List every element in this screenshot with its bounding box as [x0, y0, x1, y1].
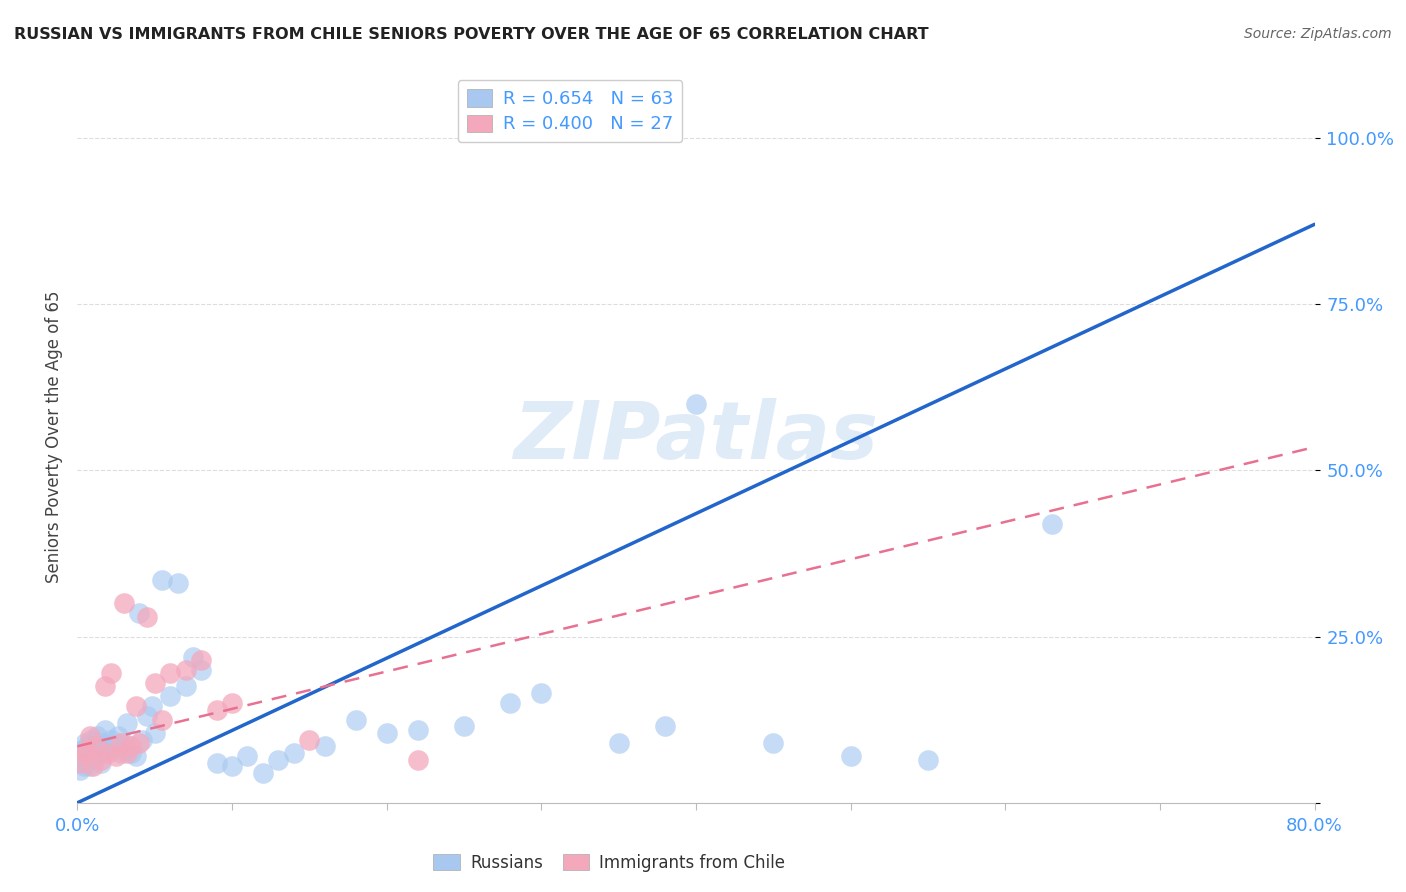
- Point: [499, 696, 522, 710]
- Point: [110, 746, 132, 760]
- Point: [91, 736, 114, 750]
- Point: [607, 736, 630, 750]
- Point: [70, 742, 93, 756]
- Point: [530, 686, 553, 700]
- Point: [125, 749, 148, 764]
- Point: [105, 749, 127, 764]
- Point: [406, 753, 429, 767]
- Point: [654, 719, 676, 733]
- Point: [283, 746, 305, 760]
- Point: [143, 726, 166, 740]
- Point: [87, 742, 110, 756]
- Point: [159, 666, 181, 681]
- Point: [298, 732, 321, 747]
- Point: [174, 663, 197, 677]
- Point: [112, 736, 135, 750]
- Text: Source: ZipAtlas.com: Source: ZipAtlas.com: [1244, 27, 1392, 41]
- Point: [82, 746, 104, 760]
- Point: [75, 756, 96, 770]
- Point: [112, 596, 135, 610]
- Point: [685, 397, 707, 411]
- Text: RUSSIAN VS IMMIGRANTS FROM CHILE SENIORS POVERTY OVER THE AGE OF 65 CORRELATION : RUSSIAN VS IMMIGRANTS FROM CHILE SENIORS…: [14, 27, 929, 42]
- Point: [90, 753, 111, 767]
- Point: [84, 739, 107, 754]
- Point: [69, 763, 91, 777]
- Point: [80, 732, 103, 747]
- Point: [72, 746, 94, 760]
- Point: [83, 739, 105, 754]
- Point: [221, 696, 243, 710]
- Text: ZIPatlas: ZIPatlas: [513, 398, 879, 476]
- Point: [143, 676, 166, 690]
- Point: [72, 759, 94, 773]
- Point: [107, 729, 129, 743]
- Point: [252, 765, 274, 780]
- Point: [267, 753, 290, 767]
- Point: [100, 732, 122, 747]
- Point: [406, 723, 429, 737]
- Point: [79, 729, 101, 743]
- Point: [174, 680, 197, 694]
- Y-axis label: Seniors Poverty Over the Age of 65: Seniors Poverty Over the Age of 65: [45, 291, 63, 583]
- Point: [128, 736, 150, 750]
- Point: [121, 746, 143, 760]
- Point: [375, 726, 398, 740]
- Point: [103, 739, 125, 754]
- Point: [159, 690, 181, 704]
- Point: [152, 713, 174, 727]
- Point: [136, 609, 159, 624]
- Point: [77, 742, 100, 756]
- Point: [167, 576, 190, 591]
- Point: [93, 746, 115, 760]
- Point: [205, 756, 228, 770]
- Point: [205, 703, 228, 717]
- Point: [115, 716, 138, 731]
- Point: [314, 739, 336, 754]
- Point: [115, 746, 138, 760]
- Point: [762, 736, 785, 750]
- Point: [94, 723, 117, 737]
- Point: [917, 753, 939, 767]
- Point: [839, 749, 862, 764]
- Point: [344, 713, 367, 727]
- Legend: Russians, Immigrants from Chile: Russians, Immigrants from Chile: [426, 847, 792, 879]
- Point: [77, 753, 100, 767]
- Point: [76, 749, 98, 764]
- Point: [97, 742, 120, 756]
- Point: [100, 666, 122, 681]
- Point: [190, 653, 212, 667]
- Point: [86, 729, 108, 743]
- Point: [90, 756, 111, 770]
- Point: [72, 746, 94, 760]
- Point: [110, 736, 132, 750]
- Point: [136, 709, 159, 723]
- Point: [94, 680, 117, 694]
- Point: [97, 746, 120, 760]
- Point: [141, 699, 163, 714]
- Point: [183, 649, 205, 664]
- Point: [131, 732, 153, 747]
- Point: [82, 759, 104, 773]
- Point: [79, 759, 101, 773]
- Point: [453, 719, 475, 733]
- Point: [1040, 516, 1063, 531]
- Point: [76, 739, 98, 754]
- Point: [70, 753, 93, 767]
- Point: [84, 749, 107, 764]
- Point: [121, 739, 143, 754]
- Point: [76, 742, 98, 756]
- Point: [128, 607, 150, 621]
- Point: [69, 756, 91, 770]
- Point: [75, 736, 96, 750]
- Point: [125, 699, 148, 714]
- Point: [152, 573, 174, 587]
- Point: [236, 749, 259, 764]
- Point: [221, 759, 243, 773]
- Point: [190, 663, 212, 677]
